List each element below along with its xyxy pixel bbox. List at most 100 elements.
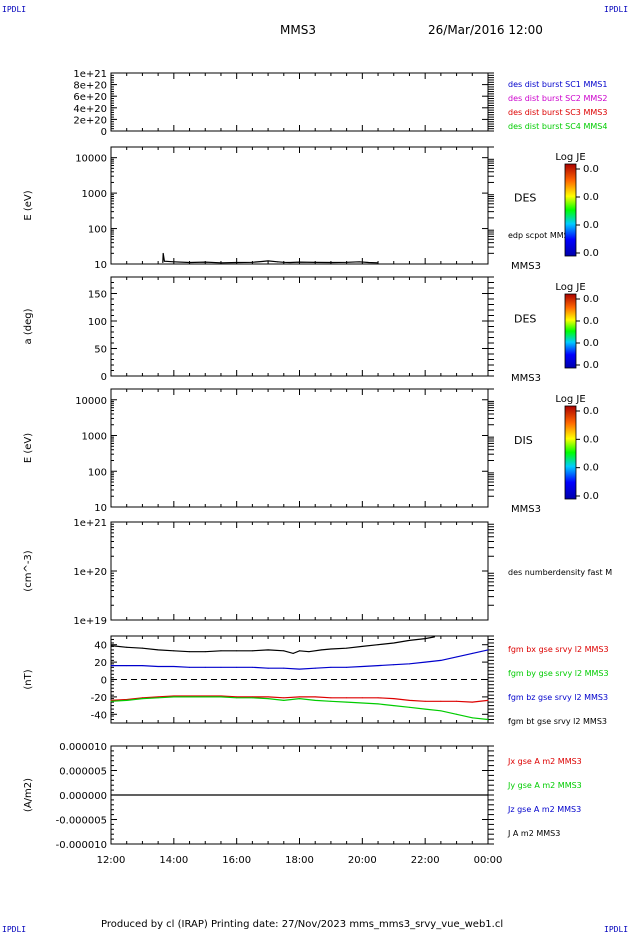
colorbar-p3 — [564, 293, 577, 369]
corner-label-bottom-left: IPDLI — [2, 925, 27, 934]
data-point — [299, 698, 300, 700]
data-point — [204, 651, 206, 653]
spacecraft-label-p2: MMS3 — [511, 261, 541, 272]
y-axis-label-p4: E (eV) — [23, 433, 34, 463]
y-tick-label: 100 — [88, 467, 107, 478]
y-axis-label-p2: E (eV) — [23, 190, 34, 220]
series-line-edp-scpot-MMS3 — [162, 253, 379, 264]
data-point — [471, 652, 473, 654]
data-point — [330, 648, 332, 650]
y-tick-label: 0.000000 — [59, 791, 107, 802]
data-point — [487, 649, 489, 651]
colorbar-p2 — [564, 163, 577, 257]
data-point — [393, 698, 395, 700]
data-point — [236, 666, 238, 668]
y-tick-label: -0.000010 — [56, 840, 107, 851]
data-point — [424, 700, 426, 702]
side-label-p4: DIS — [514, 434, 533, 447]
y-tick-label: 8e+20 — [73, 81, 107, 92]
legend-entry: fgm by gse srvy l2 MMS3 — [508, 669, 609, 678]
legend-entry: des dist burst SC4 MMS4 — [508, 122, 607, 131]
colorbar-tick-label: 0.0 — [583, 406, 599, 417]
data-point — [346, 697, 348, 699]
data-point — [173, 696, 175, 698]
data-point — [487, 719, 489, 721]
y-tick-label: 6e+20 — [73, 92, 107, 103]
y-tick-label: 1000 — [82, 432, 107, 443]
data-point — [456, 656, 458, 658]
side-label-p3: DES — [514, 313, 536, 326]
y-tick-label: 10 — [94, 503, 107, 514]
data-point — [267, 260, 269, 262]
panel-frame-p1 — [110, 72, 489, 132]
data-point — [440, 710, 442, 712]
y-tick-label: -0.000005 — [56, 816, 107, 827]
corner-label-bottom-right: IPDLI — [604, 925, 629, 934]
data-point — [314, 667, 316, 669]
data-point — [163, 260, 165, 262]
data-point — [189, 262, 191, 264]
colorbar-tick-label: 0.0 — [583, 338, 599, 349]
data-point — [299, 650, 300, 652]
data-point — [110, 699, 112, 701]
data-point — [330, 697, 332, 699]
data-point — [377, 665, 379, 667]
side-label-p2: DES — [514, 192, 536, 205]
data-point — [267, 649, 269, 651]
data-point — [408, 699, 410, 701]
data-point — [471, 717, 473, 719]
colorbar-title: Log JE — [555, 282, 585, 293]
data-point — [377, 644, 379, 646]
x-tick-label: 00:00 — [474, 855, 503, 866]
data-point — [267, 696, 269, 698]
colorbar-p4 — [564, 405, 577, 500]
legend-entry: des dist burst SC1 MMS1 — [508, 80, 607, 89]
colorbar-title: Log JE — [555, 394, 585, 405]
data-point — [110, 794, 112, 796]
legend-entry: Jz gse A m2 MMS3 — [507, 805, 581, 814]
spacecraft-label-p4: MMS3 — [511, 504, 541, 515]
data-point — [377, 697, 379, 699]
spacecraft-label-p3: MMS3 — [511, 373, 541, 384]
data-point — [308, 651, 310, 653]
y-tick-label: -20 — [91, 693, 107, 704]
data-point — [220, 262, 222, 264]
legend-entry: fgm bx gse srvy l2 MMS3 — [508, 645, 609, 654]
corner-label-top-right: IPDLI — [604, 5, 629, 14]
legend-entry: fgm bt gse srvy l2 MMS3 — [508, 717, 607, 726]
data-point — [487, 699, 489, 701]
data-point — [440, 700, 442, 702]
data-point — [141, 647, 143, 649]
colorbar-tick-label: 0.0 — [583, 220, 599, 231]
y-tick-label: 10000 — [75, 154, 107, 165]
panel-frame-p4 — [110, 388, 489, 508]
y-tick-label: 0.000010 — [59, 742, 107, 753]
spacecraft-title: MMS3 — [280, 23, 316, 37]
data-point — [157, 697, 159, 699]
panel-frame-p5 — [110, 521, 489, 621]
y-tick-label: 10 — [94, 260, 107, 271]
data-point — [173, 695, 175, 697]
y-tick-label: 1e+21 — [73, 69, 107, 80]
colorbar-tick-label: 0.0 — [583, 294, 599, 305]
data-point — [283, 261, 285, 263]
data-point — [456, 700, 458, 702]
data-point — [361, 665, 363, 667]
data-point — [408, 639, 410, 641]
legend-entry: J A m2 MMS3 — [507, 829, 560, 838]
legend-entry: des dist burst SC3 MMS3 — [508, 108, 607, 117]
series-line-fgm-bz-gse-srvy-l2-MMS3 — [111, 649, 489, 670]
data-point — [251, 666, 253, 668]
series-line-fgm-by-gse-srvy-l2-MMS3 — [110, 696, 489, 721]
data-point — [314, 696, 316, 698]
data-point — [251, 261, 253, 263]
legend-entry: des dist burst SC2 MMS2 — [508, 94, 607, 103]
data-point — [110, 645, 112, 647]
x-tick-label: 12:00 — [97, 855, 126, 866]
data-point — [126, 665, 128, 667]
panel-frame-p2 — [110, 146, 489, 265]
y-tick-label: 4e+20 — [73, 104, 107, 115]
colorbar-tick-label: 0.0 — [583, 164, 599, 175]
y-axis-label-p7: (A/m2) — [23, 778, 34, 812]
y-tick-label: 0.000005 — [59, 767, 107, 778]
